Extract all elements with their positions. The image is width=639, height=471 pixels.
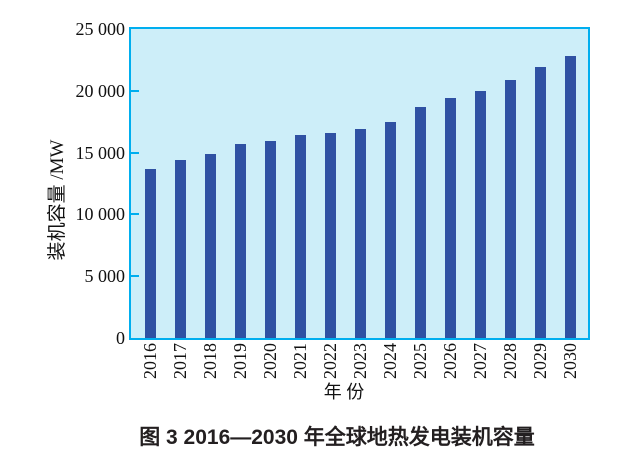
y-tick-label: 20 000 <box>75 80 126 101</box>
bar-2020 <box>264 141 276 338</box>
y-tick-mark <box>131 151 139 154</box>
x-tick-label-2026: 2026 <box>440 343 460 379</box>
y-tick-label: 15 000 <box>75 142 126 163</box>
figure-caption: 图 3 2016—2030 年全球地热发电装机容量 <box>139 426 535 449</box>
y-tick-label: 25 000 <box>75 19 126 39</box>
y-tick-mark <box>131 89 139 92</box>
y-tick-mark <box>131 213 139 216</box>
bar-2027 <box>474 90 486 338</box>
bar-2016 <box>144 168 156 338</box>
bar-2023 <box>354 129 366 338</box>
y-tick-label: 0 <box>116 328 125 348</box>
y-tick-mark <box>131 275 139 278</box>
bar-2019 <box>234 143 246 338</box>
x-axis-title: 年 份 <box>323 382 365 402</box>
plot-area <box>129 27 590 340</box>
bar-2030 <box>564 56 576 338</box>
x-tick-label-2016: 2016 <box>140 343 160 379</box>
x-tick-label-2027: 2027 <box>470 343 490 379</box>
x-tick-label-2018: 2018 <box>200 343 220 379</box>
bar-2025 <box>414 106 426 338</box>
bar-2022 <box>324 132 336 338</box>
x-tick-label-2030: 2030 <box>560 343 580 379</box>
y-tick-label: 10 000 <box>75 204 126 225</box>
x-tick-label-2028: 2028 <box>500 343 520 379</box>
y-tick-label: 5 000 <box>84 266 126 287</box>
bar-2018 <box>204 153 216 338</box>
bar-2017 <box>174 160 186 338</box>
x-tick-label-2017: 2017 <box>170 343 190 379</box>
bar-2024 <box>384 121 396 338</box>
bar-2026 <box>444 98 456 338</box>
bar-2028 <box>504 79 516 338</box>
x-tick-label-2029: 2029 <box>530 343 550 379</box>
bar-2021 <box>294 135 306 338</box>
bar-2029 <box>534 67 546 338</box>
